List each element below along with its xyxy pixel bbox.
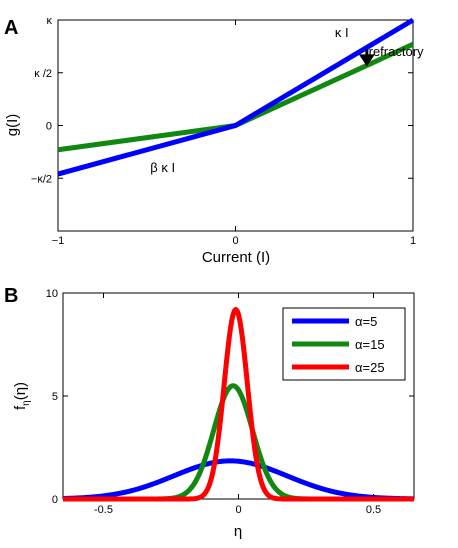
y-tick-label-a-0: −κ/2 <box>31 173 52 185</box>
y-tick-label-a-1: 0 <box>46 121 52 133</box>
series-line-b-1 <box>61 383 416 502</box>
x-tick-label-b-2: 0.5 <box>366 504 381 516</box>
y-axis-label-b-sub: η <box>21 400 32 406</box>
y-axis-label-b-tail: (η) <box>12 382 29 400</box>
legend-label-1: α=15 <box>355 337 385 352</box>
x-tick-label-b-0: -0.5 <box>94 504 113 516</box>
series-line-b-0 <box>61 458 416 502</box>
legend-label-2: α=25 <box>355 360 385 375</box>
series-a <box>57 17 415 177</box>
x-ticks-a: −1 0 1 <box>52 20 416 247</box>
annotations-a: κ I β κ I refractory <box>150 25 424 175</box>
legend-entries: α=5 α=15 α=25 <box>292 314 385 375</box>
chart-a: A −1 0 1 −κ/2 0 κ /2 κ κ I β κ I refractory Cur… <box>4 15 424 266</box>
y-axis-label-b: fη(η) <box>12 382 32 410</box>
y-tick-label-a-2: κ /2 <box>34 68 52 80</box>
annotation-a-0: κ I <box>335 25 349 40</box>
x-tick-label-a-0: −1 <box>52 235 65 247</box>
svg-text:fη(η): fη(η) <box>12 382 32 410</box>
panel-b-label: B <box>4 285 18 307</box>
refractory-arrow-head <box>358 54 375 67</box>
x-axis-label-a: Current (I) <box>202 249 270 266</box>
y-axis-label-b-main: f <box>12 405 29 410</box>
y-tick-label-b-2: 10 <box>46 288 58 300</box>
series-line-b-2 <box>61 306 416 502</box>
y-tick-label-a-3: κ <box>47 15 53 27</box>
x-tick-label-a-2: 1 <box>410 235 416 247</box>
y-axis-label-a: g(I) <box>4 114 21 137</box>
x-axis-label-b: η <box>234 523 242 540</box>
series-b <box>61 306 416 502</box>
series-line-a-0 <box>57 17 415 177</box>
y-tick-label-b-0: 0 <box>52 494 58 506</box>
panel-a-label: A <box>4 17 18 39</box>
y-tick-label-b-1: 5 <box>52 391 58 403</box>
legend-b: α=5 α=15 α=25 <box>282 307 406 381</box>
x-tick-label-a-1: 0 <box>232 235 238 247</box>
annotation-a-1: β κ I <box>150 160 175 175</box>
legend-label-0: α=5 <box>355 314 377 329</box>
y-ticks-a: −κ/2 0 κ /2 κ <box>31 15 413 185</box>
x-tick-label-b-1: 0 <box>235 504 241 516</box>
annotation-a-2: refractory <box>369 44 424 59</box>
series-line-a-1 <box>57 41 415 153</box>
